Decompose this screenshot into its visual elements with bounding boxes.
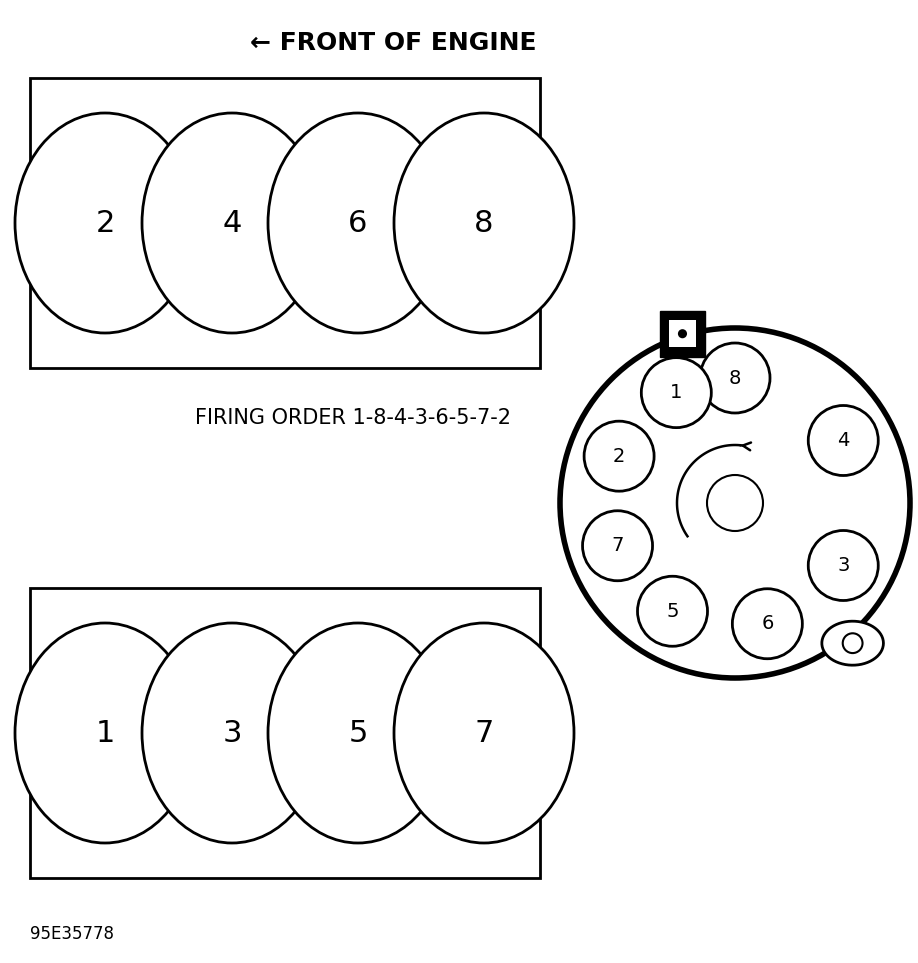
Ellipse shape <box>142 113 322 333</box>
Text: 8: 8 <box>475 209 494 238</box>
Circle shape <box>584 421 655 491</box>
Text: 1: 1 <box>95 718 115 747</box>
Circle shape <box>700 343 770 413</box>
Circle shape <box>637 576 708 646</box>
Circle shape <box>677 329 687 338</box>
Ellipse shape <box>268 113 448 333</box>
Text: 4: 4 <box>222 209 241 238</box>
Circle shape <box>808 531 879 601</box>
Text: FIRING ORDER 1-8-4-3-6-5-7-2: FIRING ORDER 1-8-4-3-6-5-7-2 <box>195 408 511 428</box>
Text: 95E35778: 95E35778 <box>30 925 114 943</box>
Text: 2: 2 <box>95 209 115 238</box>
Text: 1: 1 <box>670 383 682 403</box>
Text: 6: 6 <box>348 209 368 238</box>
Text: 3: 3 <box>837 556 849 575</box>
Text: 8: 8 <box>729 369 741 387</box>
Ellipse shape <box>394 113 574 333</box>
Circle shape <box>808 405 879 476</box>
Text: ← FRONT OF ENGINE: ← FRONT OF ENGINE <box>250 31 536 55</box>
Text: 4: 4 <box>837 431 849 450</box>
Polygon shape <box>822 621 883 665</box>
Text: 5: 5 <box>666 602 678 621</box>
Circle shape <box>560 328 910 678</box>
Ellipse shape <box>15 113 195 333</box>
Text: 3: 3 <box>222 718 241 747</box>
Text: 7: 7 <box>475 718 494 747</box>
Ellipse shape <box>142 623 322 843</box>
Circle shape <box>583 510 653 581</box>
Ellipse shape <box>394 623 574 843</box>
Text: 6: 6 <box>761 614 774 634</box>
Ellipse shape <box>15 623 195 843</box>
Bar <box>660 311 705 356</box>
Ellipse shape <box>268 623 448 843</box>
Text: 2: 2 <box>613 447 625 466</box>
Bar <box>669 321 696 347</box>
Circle shape <box>642 357 711 428</box>
Bar <box>30 78 540 368</box>
Circle shape <box>733 588 802 659</box>
Text: 7: 7 <box>611 536 623 556</box>
Circle shape <box>707 475 763 531</box>
Bar <box>30 588 540 878</box>
Text: 5: 5 <box>348 718 368 747</box>
